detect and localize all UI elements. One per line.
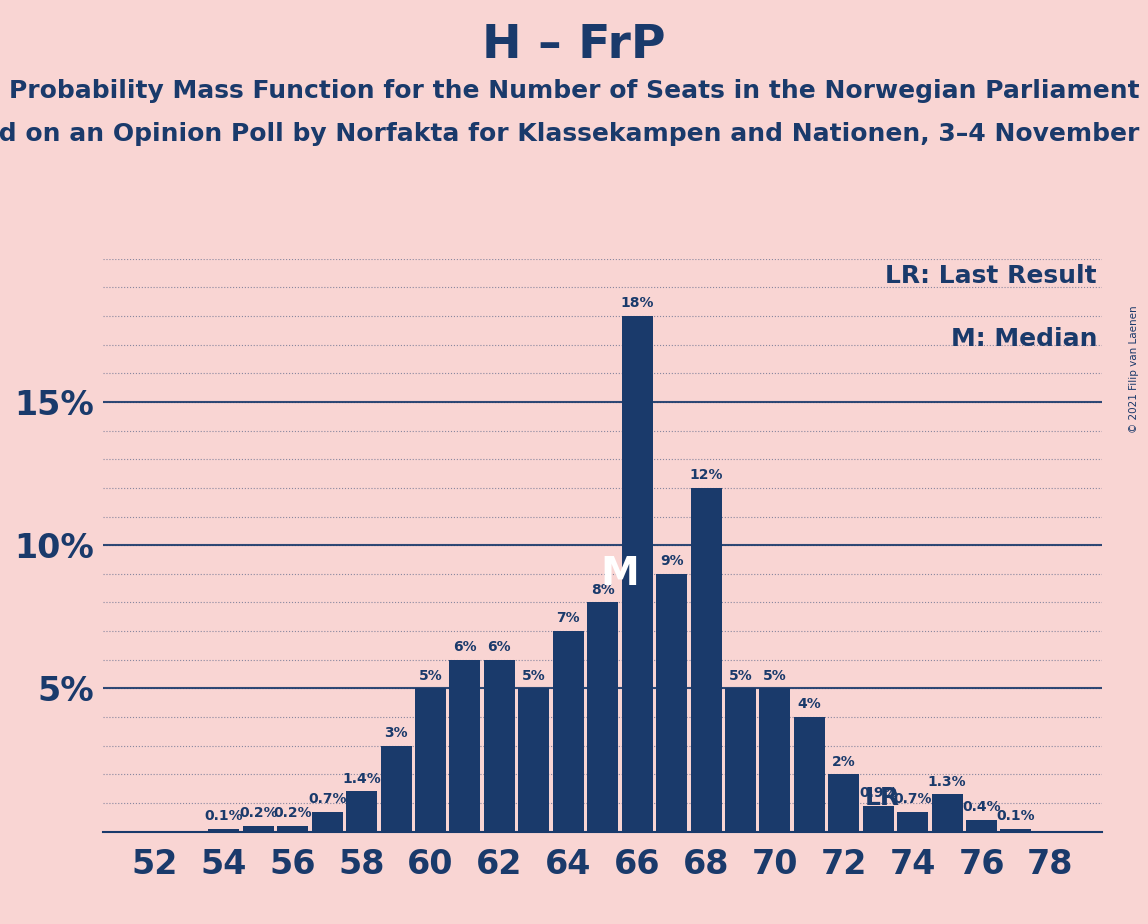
Bar — [587, 602, 618, 832]
Bar — [311, 811, 342, 832]
Bar — [242, 826, 273, 832]
Bar — [1000, 829, 1031, 832]
Text: 0.2%: 0.2% — [273, 806, 312, 821]
Text: 6%: 6% — [453, 640, 476, 654]
Text: 7%: 7% — [557, 612, 580, 626]
Bar — [828, 774, 859, 832]
Text: 12%: 12% — [689, 468, 723, 482]
Text: H – FrP: H – FrP — [482, 23, 666, 68]
Text: 18%: 18% — [620, 297, 654, 310]
Text: 4%: 4% — [798, 698, 821, 711]
Text: 0.9%: 0.9% — [859, 786, 898, 800]
Text: 6%: 6% — [488, 640, 511, 654]
Bar — [931, 795, 962, 832]
Text: 8%: 8% — [591, 583, 614, 597]
Bar — [449, 660, 480, 832]
Bar — [380, 746, 411, 832]
Text: 0.2%: 0.2% — [239, 806, 278, 821]
Bar — [208, 829, 239, 832]
Text: 0.1%: 0.1% — [204, 809, 243, 823]
Text: 1.4%: 1.4% — [342, 772, 381, 785]
Text: 0.1%: 0.1% — [996, 809, 1035, 823]
Text: 5%: 5% — [763, 669, 786, 683]
Bar — [965, 821, 996, 832]
Text: 0.4%: 0.4% — [962, 800, 1001, 814]
Bar — [793, 717, 824, 832]
Bar — [414, 688, 445, 832]
Bar — [277, 826, 308, 832]
Text: M: Median: M: Median — [951, 327, 1097, 351]
Bar — [862, 806, 893, 832]
Text: 5%: 5% — [522, 669, 545, 683]
Text: 5%: 5% — [729, 669, 752, 683]
Bar — [656, 574, 687, 832]
Text: 0.7%: 0.7% — [893, 792, 932, 806]
Bar — [724, 688, 755, 832]
Bar — [690, 488, 721, 832]
Bar — [897, 811, 928, 832]
Text: Based on an Opinion Poll by Norfakta for Klassekampen and Nationen, 3–4 November: Based on an Opinion Poll by Norfakta for… — [0, 122, 1148, 146]
Text: 1.3%: 1.3% — [928, 774, 967, 788]
Text: © 2021 Filip van Laenen: © 2021 Filip van Laenen — [1130, 306, 1139, 433]
Text: 2%: 2% — [832, 755, 855, 769]
Bar — [759, 688, 790, 832]
Text: 9%: 9% — [660, 554, 683, 568]
Text: 0.7%: 0.7% — [308, 792, 347, 806]
Bar — [518, 688, 549, 832]
Text: 5%: 5% — [419, 669, 442, 683]
Text: 3%: 3% — [385, 726, 408, 740]
Text: M: M — [600, 554, 639, 593]
Bar — [483, 660, 514, 832]
Bar — [552, 631, 583, 832]
Text: Probability Mass Function for the Number of Seats in the Norwegian Parliament: Probability Mass Function for the Number… — [9, 79, 1139, 103]
Bar — [346, 792, 377, 832]
Bar — [621, 316, 652, 832]
Text: LR: LR — [864, 786, 900, 810]
Text: LR: Last Result: LR: Last Result — [885, 264, 1097, 288]
